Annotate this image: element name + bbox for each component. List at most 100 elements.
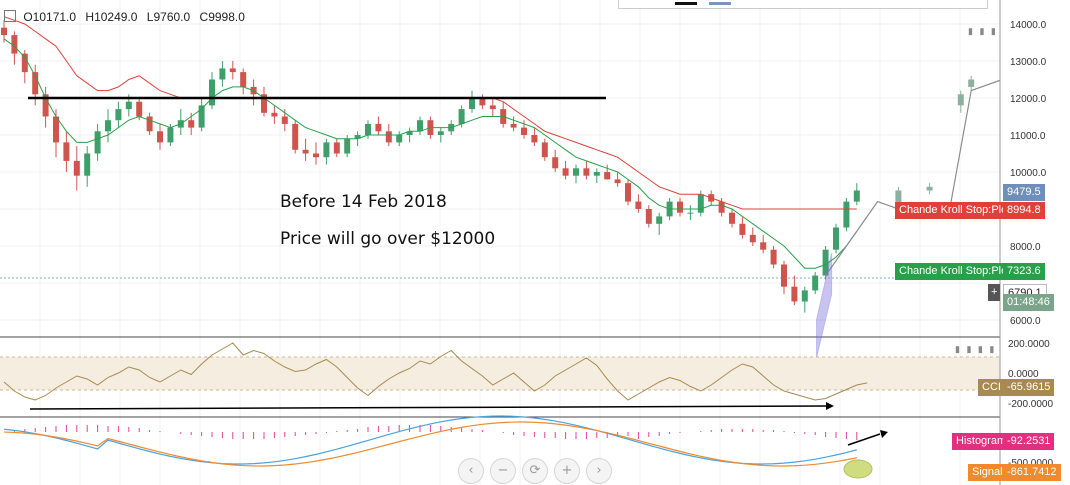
divergence-line [29,405,827,410]
candle-body [365,123,371,135]
candle-body [625,183,631,202]
cci-band [0,357,1000,390]
projected-candle-body [957,94,964,106]
candle-body [323,142,330,158]
candle-body [833,227,839,250]
candle-body [188,120,195,128]
candles [1,20,975,313]
red-stop-line [3,16,857,210]
candle-body [510,123,517,128]
price-axis: 14000.0 13000.0 12000.0 11000.0 10000.0 8000.… [999,0,1070,485]
candle-body [385,131,392,143]
candle-body [687,212,694,214]
candle-body [21,53,28,73]
candle-body [302,149,309,154]
candle-body [677,201,683,213]
candle-body [94,131,101,154]
price-tick-label: 12000.0 [1010,94,1047,105]
candle-body [552,157,559,169]
candle-body [697,194,704,213]
scroll-forward-icon[interactable]: › [586,458,612,484]
line-style-black-icon[interactable] [675,2,697,5]
annotation-line-2: Price will go over $12000 [280,229,496,249]
candle-body [718,201,725,213]
candle-body [604,172,611,180]
candle-body [136,101,143,117]
panes [0,277,1070,418]
candle-body [729,212,735,224]
candle-body [333,142,340,154]
ohlc-high: H10249.0 [85,10,138,24]
price-tick-label: 8000.0 [1010,242,1041,253]
candle-body [406,131,413,135]
ohlc-readout: O10171.0 H10249.0 L9760.0 C9998.0 [4,10,251,24]
cci-tick-label: -200.0000 [1008,399,1053,410]
candle-body [812,275,819,291]
candle-body [541,142,548,158]
cci-value: -65.9615 [1003,379,1055,396]
momentum-arrowhead [880,430,888,438]
cci-tick-label: 200.0000 [1008,339,1050,350]
annotation-line-1: Before 14 Feb 2018 [280,192,447,212]
scroll-back-icon[interactable]: ‹ [458,458,484,484]
projected-candle-body [926,186,933,191]
candle-body [115,109,122,121]
cci-line [3,342,868,401]
candle-body [281,116,288,124]
zoom-in-icon[interactable]: + [554,458,580,484]
candle-body [770,249,777,265]
countdown-tag: 01:48:46 [1003,294,1054,311]
price-tick-label: 14000.0 [1010,20,1047,31]
histogram-label: Histogram [952,433,1011,450]
ohlc-low: L9760.0 [146,10,191,24]
candle-body [489,105,496,110]
projected-candle-body [895,190,902,213]
macd-indicator [3,415,888,479]
line-style-blue-icon[interactable] [709,2,731,5]
candle-body [271,112,278,117]
axis-background [1000,0,1070,485]
price-tick-label: 13000.0 [1010,57,1047,68]
candle-body [801,290,808,302]
candle-body [760,242,767,250]
candle-body [292,123,299,150]
candle-body [146,116,153,132]
crosshair-toggle-icon[interactable] [4,10,16,22]
divergence-arrowhead [826,402,834,410]
price-tick-label: 10000.0 [1010,168,1047,179]
candle-body [583,168,590,176]
candle-body [375,123,382,132]
candle-body [209,79,215,106]
pane-controls-cci[interactable]: ▮ ▮ ▮ ▮ [955,344,997,354]
candle-body [469,98,475,110]
price-tick-label: 6000.0 [1010,316,1041,327]
price-tick-label: 11000.0 [1010,131,1046,142]
zoom-out-icon[interactable]: − [490,458,516,484]
macd-line [3,415,857,465]
green-stop-line [3,38,858,269]
drawing-toolbar[interactable] [618,0,988,9]
candle-body [313,153,319,158]
pane-controls-price[interactable]: ▮ ▮ ▮ [968,26,998,36]
candle-body [396,135,403,143]
candle-body [229,68,236,73]
candle-body [531,135,538,143]
stop-red-value: 8994.8 [1003,202,1045,219]
reset-chart-icon[interactable]: ⟳ [522,458,548,484]
candle-body [157,131,163,143]
candle-body [53,116,59,143]
candle-body [853,190,860,202]
stop-green-value: 7323.6 [1003,263,1045,280]
candle-body [354,135,361,139]
candle-body [167,127,174,143]
wedge-pattern [816,253,833,358]
cci-indicator [3,342,868,410]
stop-red-label: Chande Kroll Stop:Plot [895,202,1015,219]
cci-label: CCI [978,379,1005,396]
chart-nav-bar: ‹ − ⟳ + › [458,458,612,484]
crosshair-plus-icon[interactable]: + [988,284,1001,301]
candle-body [614,179,621,184]
candle-body [42,94,49,117]
candle-body [521,127,527,135]
